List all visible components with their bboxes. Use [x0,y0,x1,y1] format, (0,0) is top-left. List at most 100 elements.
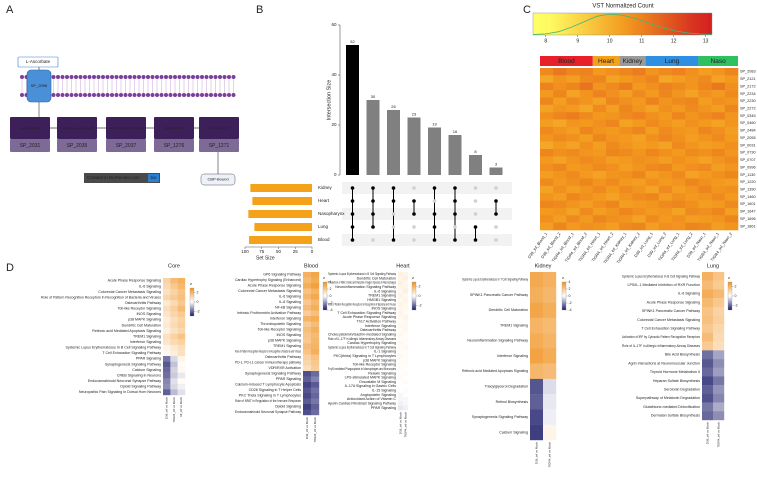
enrichment-cell [177,356,186,362]
enrichment-cell [702,393,714,403]
enrichment-cell [398,384,404,389]
pathway-label: Opioid Signaling Pathway [120,385,161,389]
heatmap-cell [711,193,726,201]
enrichment-cell [177,367,186,373]
heatmap-cell [672,68,686,76]
enrichment-cell [177,350,186,357]
heatmap-cell [540,163,554,172]
heatmap-cell [685,75,699,84]
enrichment-cell [303,393,312,399]
comparison-label: TIGR4_inf vs Mock [313,417,317,443]
heatmap-cell [540,215,554,223]
enrichment-cell [311,327,320,333]
pathway-label: IL-6 Signaling [678,292,700,296]
enrichment-cell [170,328,178,334]
enrichment-cell [170,278,178,284]
heatmap-cell [553,215,567,223]
heatmap-cell [592,82,607,91]
intersection-bar [428,127,441,175]
enrichment-cell [311,387,320,394]
enrichment-cell [530,317,544,334]
row-label: SP_2272 [740,107,756,111]
comparison-label: D39_inf vs Mock [164,397,168,420]
heatmap-cell [606,90,620,98]
colorbar-tick-label: 2 [569,287,571,291]
enrichment-cell [403,302,409,307]
heatmap-cell [553,68,567,76]
membrane-head [173,75,177,79]
pathway-label: Colorectal Cancer Metastasis Signaling [98,290,161,294]
pathway-label: TREM1 Signaling [500,323,528,327]
pathway-label: Retinoic acid Mediated Apoptosis Signali… [462,369,528,373]
membrane-head [132,75,137,79]
pathway-label: Calcium Signaling [499,430,528,434]
pathway-label: Interferon Signaling [497,354,528,358]
matrix-dot [473,199,478,203]
pathway-label: Production of Nitric Oxide and Reactive … [328,281,396,285]
heatmap-cell [711,104,726,113]
enrichment-cell [170,289,178,295]
heatmap-cell [658,68,673,76]
row-label: SP_1647 [740,210,756,214]
membrane-head [204,93,209,97]
matrix-dot [494,212,498,216]
heatmap-cell [724,119,739,128]
heatmap-cell [619,126,633,135]
colorbar-title: z [728,275,730,280]
enrichment-cell [170,283,178,290]
membrane-head [132,93,137,97]
heatmap-cell [592,215,607,223]
enrichment-cell [177,311,186,318]
enrichment-cell [543,348,557,364]
heatmap-cell [632,178,646,187]
enrichment-cell [311,343,320,350]
pathway-label: TREM1 Signaling [133,334,161,338]
row-label: SP_1390 [740,188,756,192]
matrix-dot [350,225,355,229]
pathway-label: Osteoarthritis Pathway [360,328,396,332]
enrichment-cell [177,372,186,379]
key-tick-label: 8 [544,38,547,44]
enrichment-cell [163,350,171,357]
enrichment-cell [543,378,557,395]
enrichment-cell [170,339,178,346]
enrichment-cell [170,317,178,323]
membrane-head [128,93,132,97]
membrane-head [83,93,87,97]
heatmap-cell [672,215,686,223]
membrane-head [20,75,24,79]
intersection-bar [489,167,503,175]
enrichment-cell [177,283,186,290]
enrichment-cell [303,398,312,405]
matrix-dot [494,199,498,203]
heatmap-cell [724,134,739,142]
gene-label: SP_2031 [20,143,41,149]
set-tick-label: 75 [259,249,265,254]
enrichment-cell [163,383,171,390]
heatmap-cell [540,207,554,216]
pathway-label: Retinoic acid Mediated Apoptosis Signali… [92,329,161,333]
colorbar-title: z [190,281,192,286]
heatmap-cell [724,185,739,194]
enrichment-cell [311,382,320,388]
heatmap-cell [632,156,646,165]
heatmap-cell [685,215,699,223]
heatmap-cell [606,149,620,157]
enrichment-cell [702,280,714,290]
pathway-label: Role of Pattern Recognition Receptors in… [328,302,396,306]
heatmap-cell [698,215,712,223]
bar-value-label: 8 [474,149,477,154]
pathway-label: GP6 Signaling Pathway [263,273,301,277]
heatmap-cell [619,149,633,157]
pathway-label: Acute Phase Response Signaling [248,284,301,288]
matrix-dot [371,186,375,190]
enrichment-cell [403,289,409,294]
heatmap-cell [579,207,594,216]
key-tick-label: 13 [703,38,709,44]
intersection-bar [448,135,462,175]
matrix-dot [391,199,396,203]
enrichment-cell [177,294,186,301]
enrichment-cell [177,339,186,346]
pathway-label: p38 MAPK Signaling [363,358,396,362]
heatmap-cell [685,185,699,194]
